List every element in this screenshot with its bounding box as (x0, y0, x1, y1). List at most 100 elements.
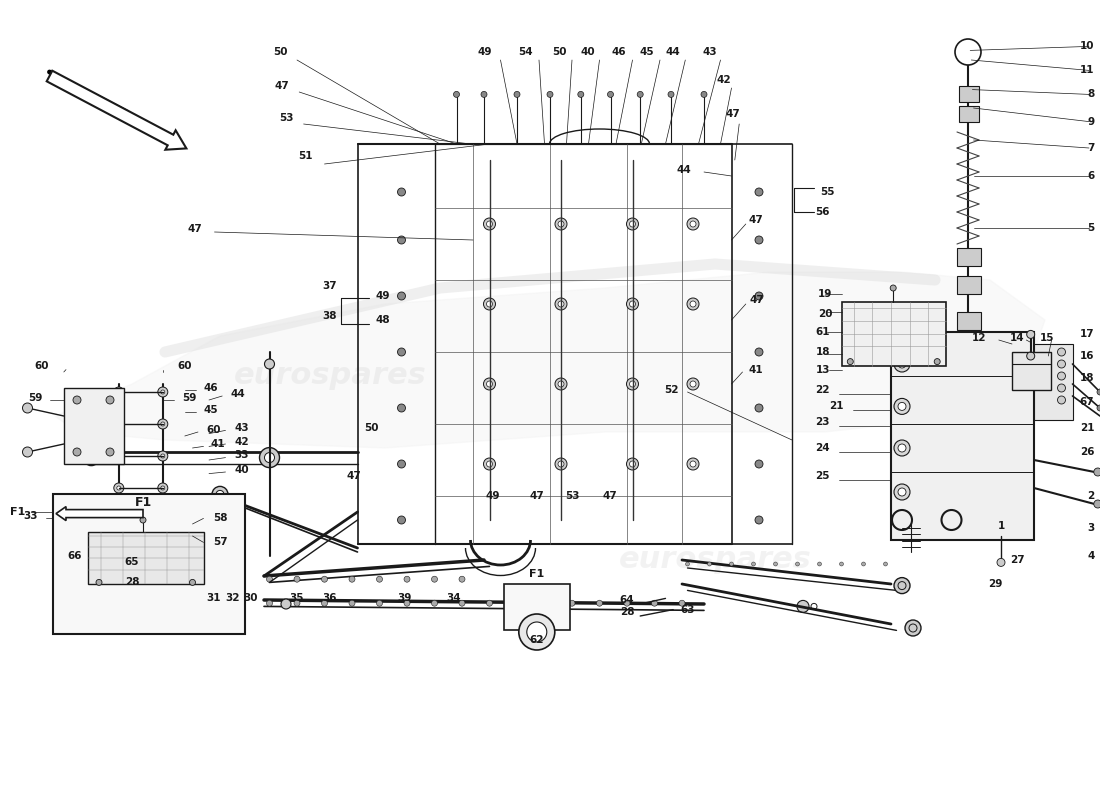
Circle shape (955, 39, 981, 65)
Text: eurospares: eurospares (233, 362, 427, 390)
Circle shape (431, 576, 438, 582)
Circle shape (898, 402, 906, 410)
Text: 28: 28 (619, 607, 635, 617)
Text: 46: 46 (204, 383, 219, 393)
Bar (959, 86, 979, 102)
Text: 24: 24 (815, 443, 830, 453)
Text: F1: F1 (134, 496, 152, 509)
Circle shape (607, 91, 614, 98)
Text: 2: 2 (1087, 491, 1094, 501)
Circle shape (556, 458, 566, 470)
Bar (891, 332, 1034, 540)
Polygon shape (55, 272, 1045, 448)
Circle shape (459, 600, 465, 606)
Text: 15: 15 (1040, 333, 1055, 342)
Circle shape (117, 522, 121, 526)
Text: 16: 16 (1080, 351, 1094, 361)
Circle shape (627, 298, 638, 310)
Text: 23: 23 (815, 418, 830, 427)
Text: 8: 8 (1087, 90, 1094, 99)
Circle shape (795, 562, 800, 566)
Text: 47: 47 (725, 110, 740, 119)
Circle shape (260, 447, 279, 467)
Circle shape (627, 458, 638, 470)
Circle shape (161, 486, 165, 490)
Text: 66: 66 (67, 551, 82, 561)
Text: 37: 37 (322, 282, 338, 291)
Circle shape (847, 358, 854, 365)
Circle shape (486, 301, 493, 307)
Circle shape (898, 444, 906, 452)
Text: 64: 64 (619, 595, 635, 605)
Text: 50: 50 (552, 47, 568, 57)
Text: 59: 59 (28, 393, 43, 402)
Circle shape (486, 461, 493, 467)
Text: 51: 51 (298, 151, 314, 161)
Circle shape (486, 381, 493, 387)
Circle shape (1057, 348, 1066, 356)
Circle shape (894, 356, 910, 372)
Text: 59: 59 (182, 393, 197, 402)
Text: 43: 43 (234, 423, 250, 433)
Circle shape (556, 298, 566, 310)
Circle shape (216, 490, 224, 498)
Text: 41: 41 (210, 439, 225, 449)
Circle shape (755, 348, 763, 356)
Circle shape (755, 404, 763, 412)
Text: 49: 49 (375, 291, 390, 301)
Circle shape (113, 451, 124, 461)
Text: 25: 25 (815, 471, 830, 481)
Circle shape (755, 516, 763, 524)
Circle shape (541, 600, 548, 606)
Text: 13: 13 (815, 365, 830, 374)
Text: 60: 60 (34, 362, 50, 371)
Text: 60: 60 (177, 362, 192, 371)
Circle shape (397, 188, 406, 196)
Circle shape (459, 576, 465, 582)
Circle shape (690, 221, 696, 227)
Circle shape (161, 454, 165, 458)
Circle shape (157, 519, 168, 529)
Circle shape (729, 562, 734, 566)
Circle shape (113, 483, 124, 493)
Circle shape (755, 292, 763, 300)
Circle shape (688, 458, 698, 470)
Text: 63: 63 (680, 605, 695, 614)
Text: 14: 14 (1010, 333, 1025, 342)
Text: 40: 40 (580, 47, 595, 57)
Circle shape (707, 562, 712, 566)
Circle shape (294, 576, 300, 582)
Text: 3: 3 (1087, 523, 1094, 533)
Circle shape (690, 381, 696, 387)
Text: 22: 22 (815, 386, 830, 395)
Text: 43: 43 (702, 47, 717, 57)
Text: 50: 50 (364, 423, 380, 433)
Circle shape (117, 390, 121, 394)
Text: 28: 28 (124, 578, 140, 587)
Text: 56: 56 (815, 207, 830, 217)
Text: 39: 39 (397, 593, 412, 602)
Circle shape (117, 454, 121, 458)
Text: 18: 18 (815, 347, 830, 357)
Text: 10: 10 (1080, 42, 1094, 51)
Circle shape (1093, 500, 1100, 508)
Circle shape (558, 461, 564, 467)
Circle shape (157, 387, 168, 397)
Text: 52: 52 (663, 385, 679, 394)
Text: 57: 57 (212, 538, 228, 547)
FancyArrow shape (56, 506, 143, 521)
Circle shape (96, 579, 102, 586)
Circle shape (773, 562, 778, 566)
Text: 45: 45 (639, 47, 654, 57)
Text: 47: 47 (748, 215, 763, 225)
Circle shape (280, 599, 292, 609)
Circle shape (817, 562, 822, 566)
Text: 49: 49 (477, 47, 493, 57)
Text: 21: 21 (828, 402, 844, 411)
Circle shape (934, 358, 940, 365)
Circle shape (376, 600, 383, 606)
Circle shape (701, 91, 707, 98)
Circle shape (894, 440, 910, 456)
Circle shape (578, 91, 584, 98)
Text: 31: 31 (206, 593, 221, 602)
